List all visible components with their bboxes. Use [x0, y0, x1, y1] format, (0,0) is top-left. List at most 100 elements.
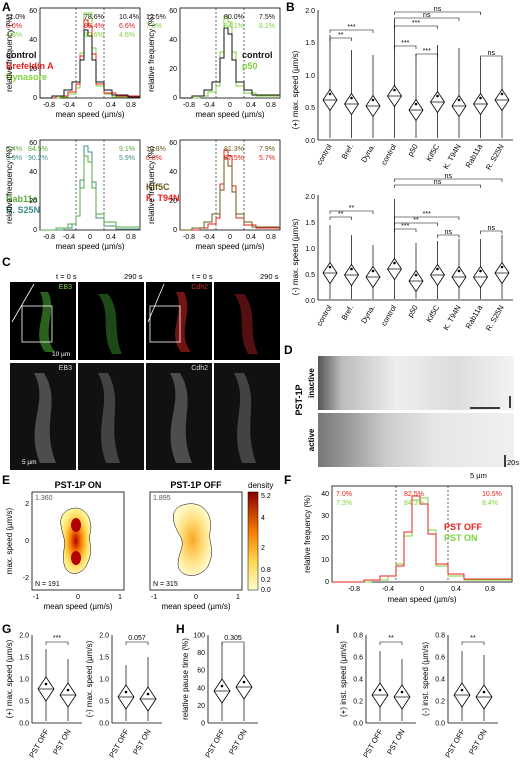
legend-entry: Brefeldin A: [6, 61, 54, 71]
y-tick: 2.0: [19, 633, 29, 640]
sig-label: ns: [434, 179, 442, 186]
sig-bracket: [394, 25, 438, 29]
sig-label: ns: [488, 50, 496, 57]
violin: [387, 199, 402, 299]
pct-value: 4.8%: [6, 32, 22, 39]
y-axis-label: relative frequency (%): [5, 146, 14, 224]
y-tick: 0.5: [19, 699, 29, 706]
violin: [393, 659, 411, 721]
violin: [59, 659, 77, 721]
sig-bracket: [394, 228, 417, 232]
density-title: PST-1P ON: [55, 480, 102, 490]
y-tick: 30: [321, 513, 329, 520]
x-tick: -0.4: [63, 234, 75, 241]
n-count: N = 191: [35, 581, 60, 588]
y-axis-label: relative frequency (%): [147, 14, 156, 92]
panel-letter-a: A: [2, 0, 11, 14]
sig-bracket: [394, 17, 460, 21]
legend-entry: PST ON: [444, 533, 478, 543]
category-label: Dyna.: [359, 304, 377, 325]
hist-plot-2: 12.5% 7.8% 80.0% 84.1% 7.5% 8.1% control…: [146, 7, 281, 119]
pct-value: 87.5%: [224, 155, 244, 162]
sig-label: ns: [488, 225, 496, 232]
y-tick: 0.4: [353, 677, 363, 684]
sig-label: ***: [347, 24, 355, 31]
x-tick: 0.8: [266, 234, 276, 241]
legend-entry: control: [242, 50, 273, 60]
pct-value: 7.0%: [336, 491, 352, 498]
legend-entry: p50: [242, 61, 258, 71]
sig-label: ***: [401, 223, 409, 230]
pct-left-1: 11.0% 8.0% 4.8%: [6, 14, 25, 39]
sig-label: ***: [423, 211, 431, 218]
violin: [213, 643, 231, 721]
x-tick: 0.8: [485, 586, 495, 593]
x-tick: 0.4: [246, 234, 256, 241]
legend-entry: control: [6, 50, 37, 60]
violin: [387, 20, 402, 138]
density-max: 1.895: [153, 495, 171, 502]
sig-bracket: [394, 11, 481, 15]
pct-value: 84.5%: [28, 146, 48, 153]
x-tick: 1: [236, 594, 240, 601]
violin: [473, 58, 488, 138]
sig-label: **: [388, 635, 394, 642]
category-label: PST OFF: [361, 727, 385, 759]
violin: [475, 655, 493, 721]
category-label: control: [315, 303, 334, 327]
y-tick: 20: [169, 198, 177, 205]
pct-value: 8.4%: [482, 500, 498, 507]
y-tick: 1.0: [99, 677, 109, 684]
x-tick: 1: [118, 594, 122, 601]
y-tick: 0.0: [353, 721, 363, 728]
hist-plot-1: 11.0% 8.0% 4.8% 78.6% 85.4% 90.6% 10.4% …: [5, 7, 141, 119]
pct-value: 12.5%: [146, 14, 166, 21]
violin: [117, 665, 135, 721]
y-tick: 0.0: [435, 721, 445, 728]
violin: [322, 35, 338, 138]
violin-plot-bottom: 0.0 0.5 1.0 1.5 2.0 (-) max. speed (µm/s…: [291, 173, 513, 333]
x-tick: -0.8: [183, 102, 195, 109]
x-tick: 0: [228, 102, 232, 109]
y-tick: 20: [29, 198, 37, 205]
x-tick: -1: [151, 594, 157, 601]
pct-value: 7.8%: [146, 23, 162, 30]
micrograph-cdh2-zoom-t290: [214, 363, 280, 470]
sig-bracket: [480, 55, 503, 59]
density-max: 1.360: [35, 495, 53, 502]
violins: [322, 199, 510, 299]
category-label: PST OFF: [443, 727, 467, 759]
violin: [322, 225, 338, 299]
sig-bracket: [394, 216, 460, 220]
sig-bracket: [461, 641, 485, 645]
sig-bracket: [394, 222, 438, 226]
x-tick: 0.8: [126, 102, 136, 109]
y-tick: 20: [29, 66, 37, 73]
micrograph-eb3-zoom-t290: [78, 363, 144, 470]
pct-value: 8.1%: [259, 23, 275, 30]
x-tick: 0: [88, 234, 92, 241]
sig-bracket: [480, 230, 503, 234]
channel-label: EB3: [58, 365, 72, 372]
x-tick: 0: [194, 594, 198, 601]
y-tick: 60: [29, 140, 37, 147]
y-tick: 2.0: [305, 194, 315, 201]
sig-bracket: [45, 641, 69, 645]
panel-a-histograms: 11.0% 8.0% 4.8% 78.6% 85.4% 90.6% 10.4% …: [5, 7, 281, 251]
colorbar-tick: 2: [261, 545, 265, 552]
x-tick: -0.8: [43, 234, 55, 241]
y-tick: 20: [169, 66, 177, 73]
legend-entry: PST OFF: [444, 522, 483, 532]
micrograph-cdh2-t0: Cdh2: [146, 282, 212, 360]
y-tick: 0.6: [435, 655, 445, 662]
pct-value: 81.3%: [224, 146, 244, 153]
x-tick: -0.4: [203, 234, 215, 241]
y-tick: 0.8: [353, 633, 363, 640]
category-label: PST OFF: [203, 727, 227, 759]
x-axis-label: mean speed (µm/s): [195, 110, 264, 119]
pct-value: 5.7%: [259, 155, 275, 162]
sig-label: ns: [434, 6, 442, 13]
pct-value: 7.3%: [336, 500, 352, 507]
x-tick: 0.4: [106, 234, 116, 241]
